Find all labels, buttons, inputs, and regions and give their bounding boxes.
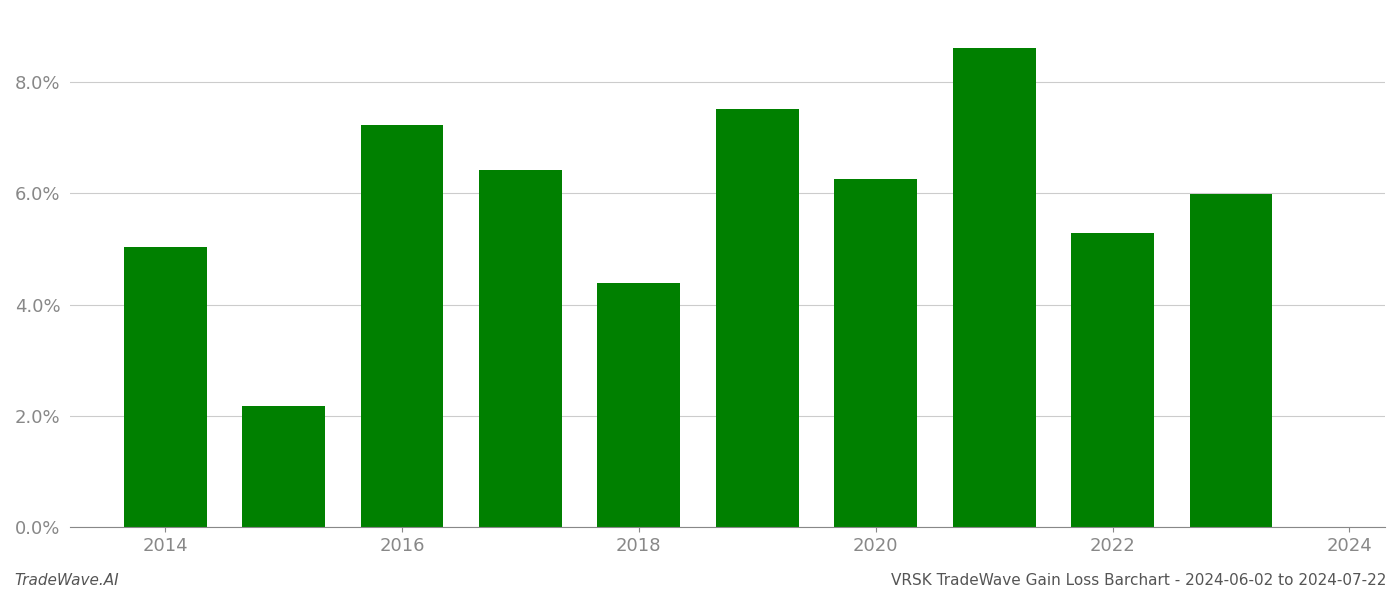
- Text: TradeWave.AI: TradeWave.AI: [14, 573, 119, 588]
- Bar: [598, 283, 680, 527]
- Bar: [123, 247, 207, 527]
- Text: VRSK TradeWave Gain Loss Barchart - 2024-06-02 to 2024-07-22: VRSK TradeWave Gain Loss Barchart - 2024…: [890, 573, 1386, 588]
- Bar: [834, 179, 917, 527]
- Bar: [1190, 194, 1273, 527]
- Bar: [479, 170, 561, 527]
- Bar: [1071, 233, 1154, 527]
- Bar: [715, 109, 799, 527]
- Bar: [953, 49, 1036, 527]
- Bar: [242, 406, 325, 527]
- Bar: [361, 125, 444, 527]
